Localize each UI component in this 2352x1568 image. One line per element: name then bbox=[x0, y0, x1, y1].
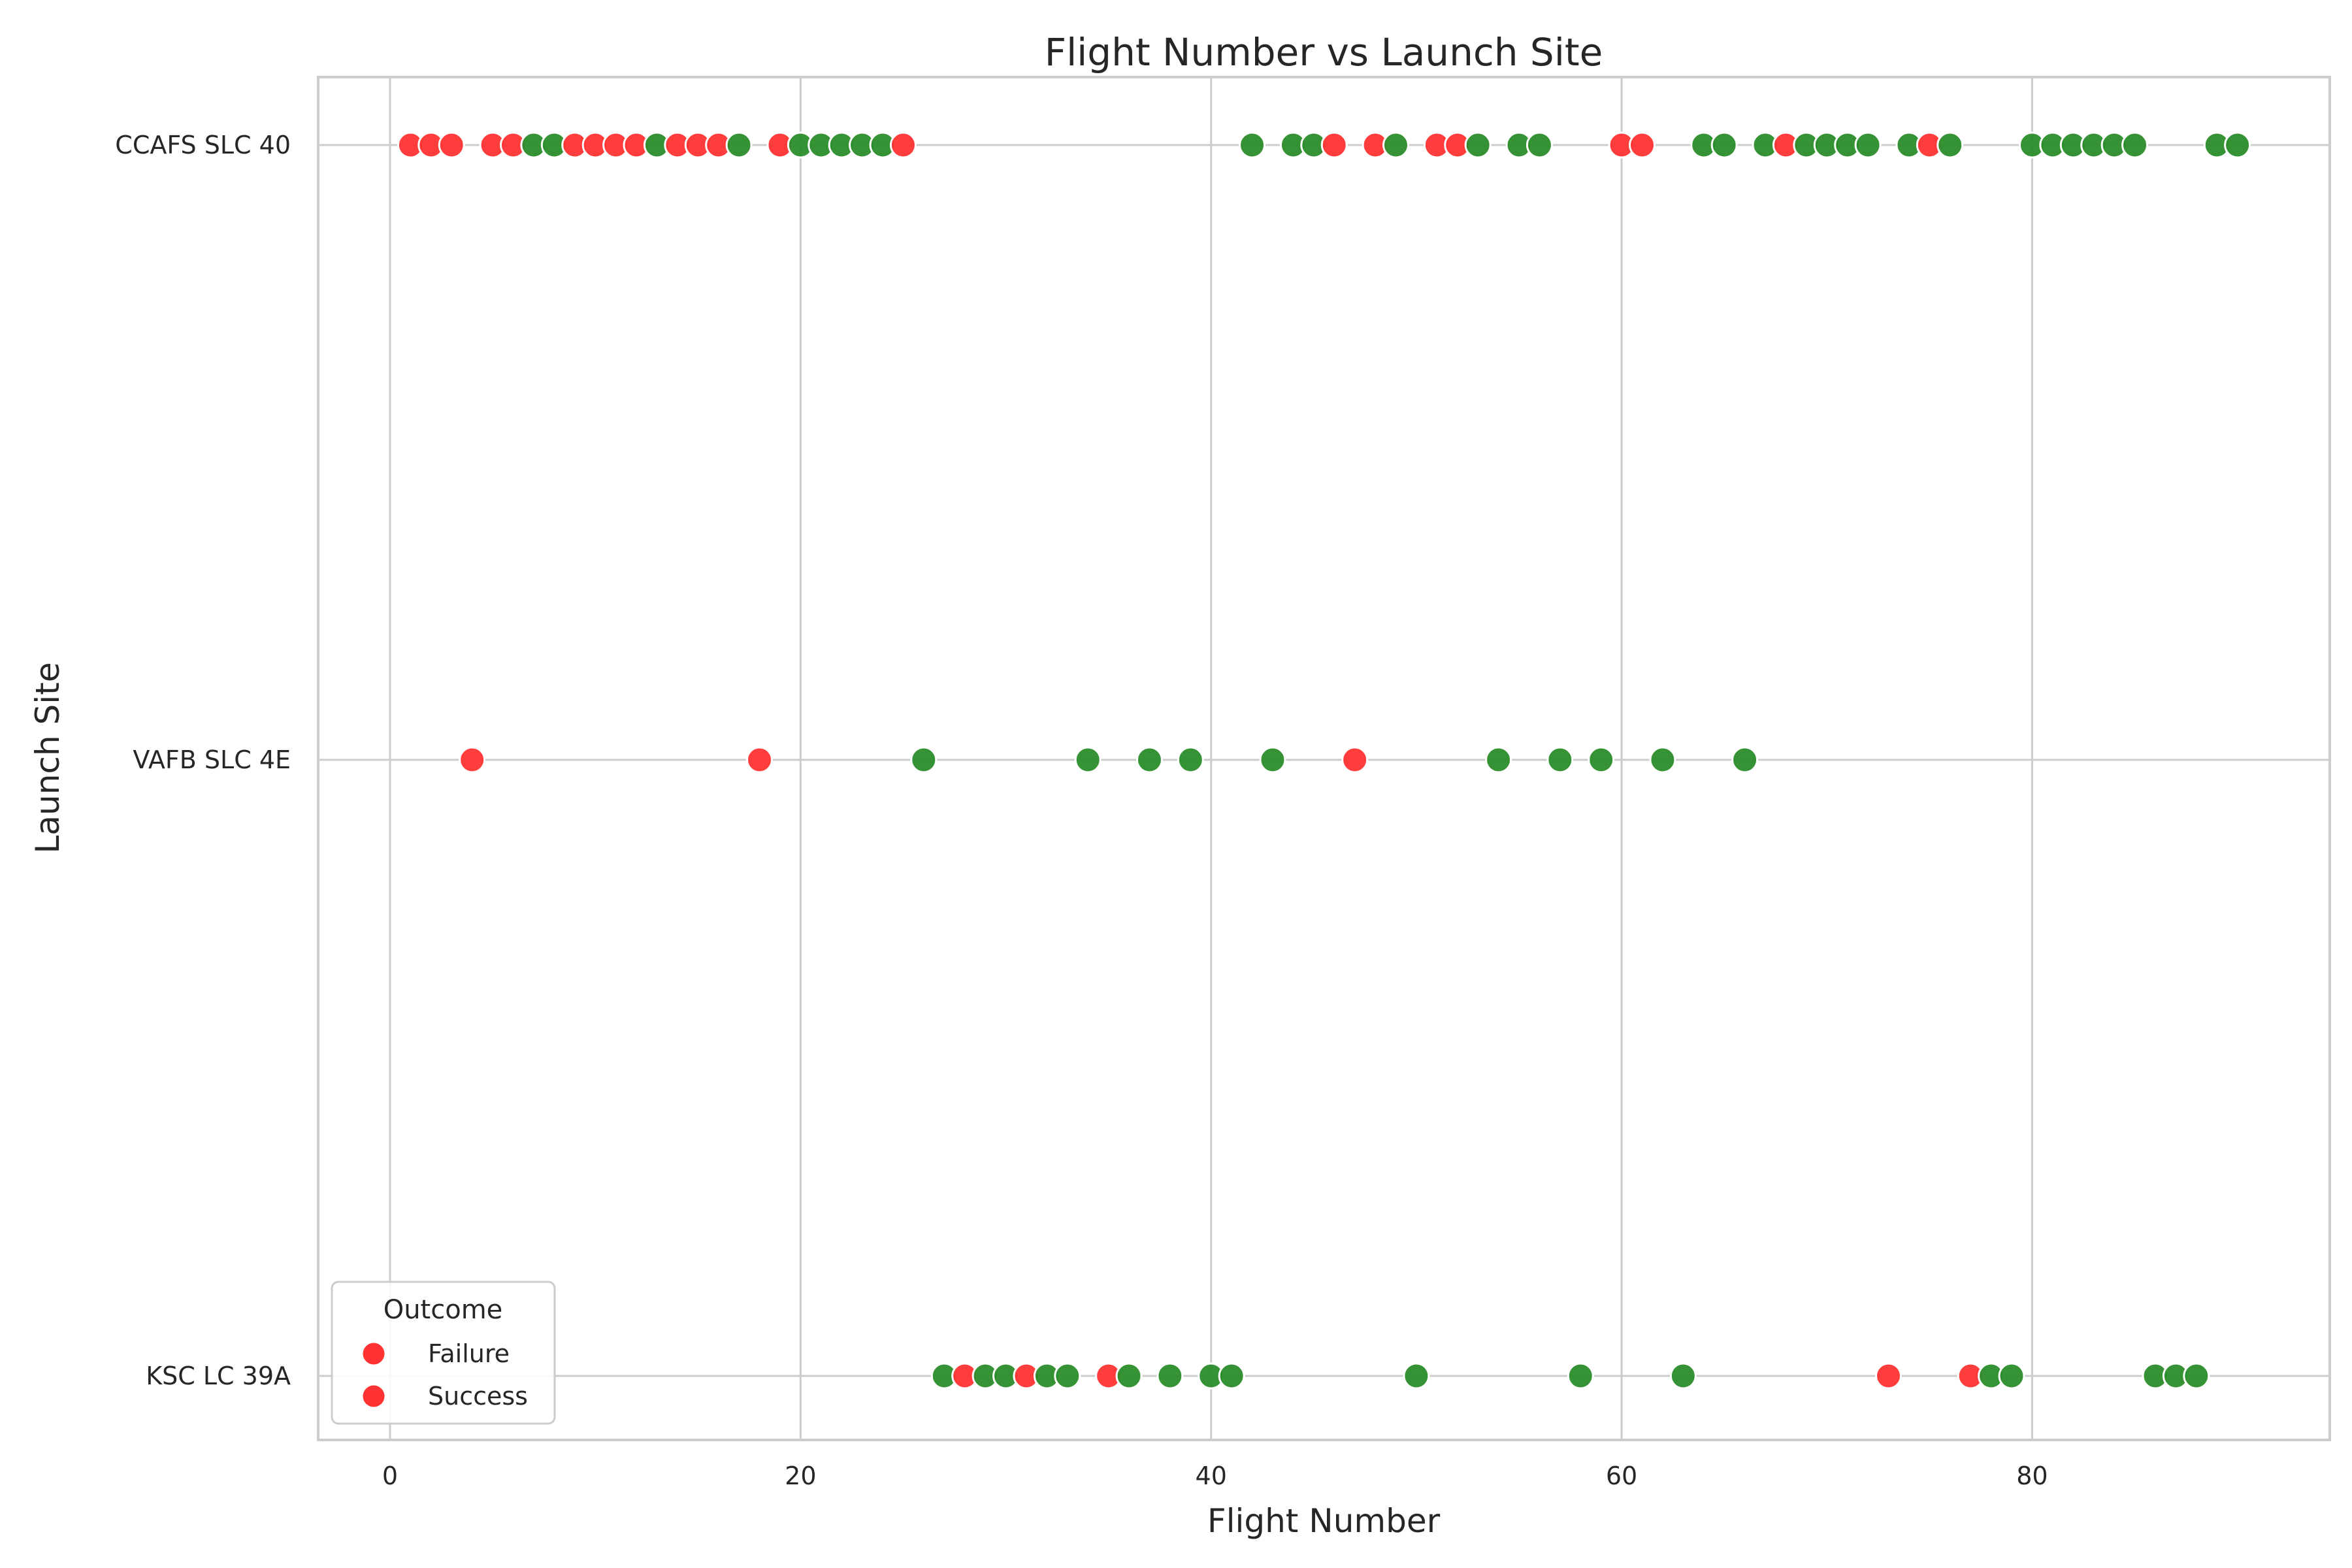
x-tick-label: 60 bbox=[1606, 1462, 1637, 1490]
data-point-failure bbox=[438, 131, 465, 159]
y-tick-label: CCAFS SLC 40 bbox=[115, 131, 291, 159]
data-point-success bbox=[1588, 746, 1615, 774]
legend: Outcome Failure Success bbox=[331, 1281, 556, 1425]
data-point-failure bbox=[1628, 131, 1656, 159]
y-axis-label: Launch Site bbox=[29, 662, 67, 854]
data-point-failure bbox=[745, 746, 773, 774]
data-point-success bbox=[1731, 746, 1759, 774]
data-point-success bbox=[1936, 131, 1964, 159]
legend-marker-success bbox=[361, 1383, 387, 1409]
data-point-success bbox=[910, 746, 938, 774]
data-point-success bbox=[1526, 131, 1553, 159]
points-layer bbox=[397, 131, 2251, 1390]
x-tick-label: 0 bbox=[382, 1462, 398, 1490]
x-axis-label: Flight Number bbox=[1207, 1502, 1441, 1540]
legend-marker-failure bbox=[361, 1341, 387, 1367]
data-point-success bbox=[1177, 746, 1204, 774]
chart-title: Flight Number vs Launch Site bbox=[1045, 30, 1603, 74]
data-point-success bbox=[1567, 1362, 1594, 1390]
data-point-success bbox=[1054, 1362, 1081, 1390]
data-point-success bbox=[1998, 1362, 2025, 1390]
data-point-success bbox=[1156, 1362, 1184, 1390]
data-point-success bbox=[1403, 1362, 1430, 1390]
data-point-failure bbox=[889, 131, 917, 159]
legend-label-failure: Failure bbox=[428, 1339, 510, 1368]
legend-label-success: Success bbox=[428, 1382, 528, 1411]
x-tick-label: 20 bbox=[785, 1462, 816, 1490]
data-point-failure bbox=[1875, 1362, 1903, 1390]
data-point-success bbox=[1115, 1362, 1143, 1390]
data-point-success bbox=[1259, 746, 1286, 774]
data-point-success bbox=[1464, 131, 1492, 159]
data-point-success bbox=[1218, 1362, 1245, 1390]
data-point-success bbox=[1546, 746, 1574, 774]
legend-box bbox=[331, 1281, 556, 1425]
y-tick-labels: CCAFS SLC 40 VAFB SLC 4E KSC LC 39A bbox=[115, 131, 291, 1390]
data-point-success bbox=[2183, 1362, 2210, 1390]
data-point-success bbox=[1710, 131, 1738, 159]
data-point-success bbox=[2224, 131, 2251, 159]
data-point-success bbox=[1382, 131, 1409, 159]
plot-frame bbox=[317, 76, 2331, 1441]
data-point-success bbox=[1854, 131, 1882, 159]
x-tick-label: 40 bbox=[1196, 1462, 1227, 1490]
y-tick-label: VAFB SLC 4E bbox=[133, 745, 291, 774]
data-point-success bbox=[1135, 746, 1163, 774]
y-tick-label: KSC LC 39A bbox=[146, 1362, 291, 1390]
data-point-success bbox=[1649, 746, 1676, 774]
data-point-success bbox=[1239, 131, 1266, 159]
data-point-success bbox=[1074, 746, 1102, 774]
data-point-success bbox=[1669, 1362, 1697, 1390]
data-point-failure bbox=[1341, 746, 1369, 774]
data-point-success bbox=[725, 131, 753, 159]
data-point-success bbox=[1485, 746, 1512, 774]
data-point-failure bbox=[459, 746, 486, 774]
x-tick-label: 80 bbox=[2016, 1462, 2048, 1490]
data-point-success bbox=[2121, 131, 2149, 159]
data-point-failure bbox=[1320, 131, 1348, 159]
legend-title: Outcome bbox=[384, 1295, 503, 1325]
x-tick-labels: 0 20 40 60 80 bbox=[382, 1462, 2048, 1490]
